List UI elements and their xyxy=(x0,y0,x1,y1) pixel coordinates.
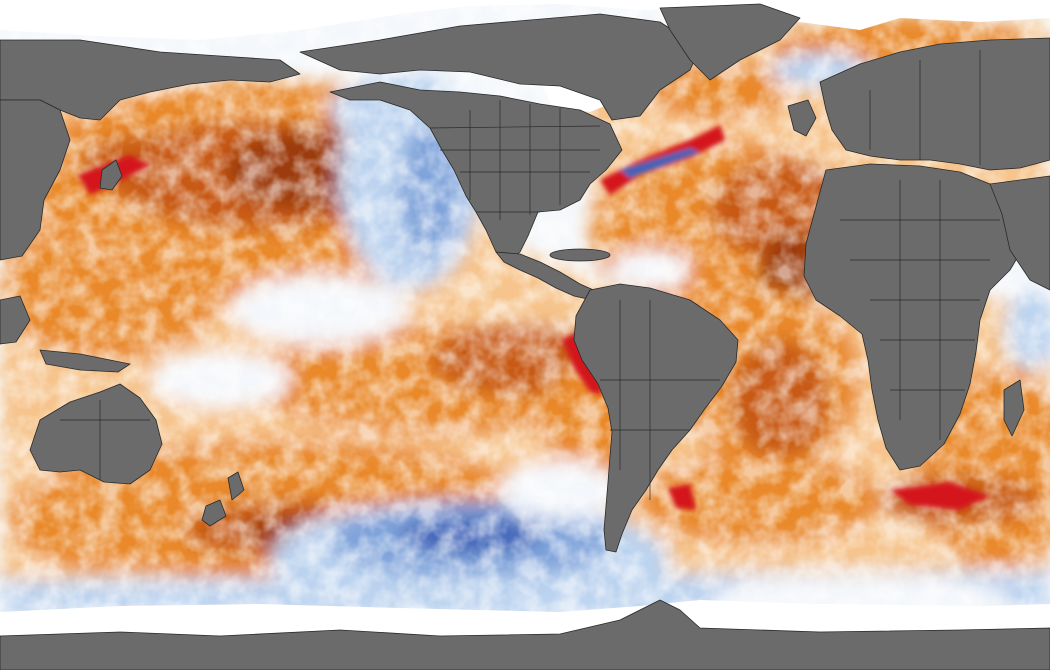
landmass-europe xyxy=(819,37,1050,171)
landmass-arctic-canada xyxy=(299,13,701,121)
land-masses xyxy=(0,3,1050,670)
agulhas-hotspot xyxy=(890,482,990,510)
landmass-asia-east xyxy=(0,99,71,261)
country-borders xyxy=(60,50,1000,500)
landmass-south-america xyxy=(573,283,739,553)
landmass-greenland xyxy=(659,3,801,81)
landmass-australia xyxy=(29,383,163,485)
peru-coast-hotspot xyxy=(562,330,602,395)
landmass-antarctica xyxy=(0,599,1050,670)
